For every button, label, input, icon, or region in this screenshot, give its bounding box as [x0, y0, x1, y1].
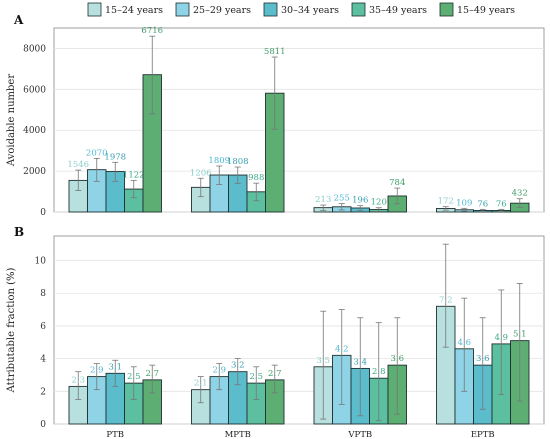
data-label: 2.1	[194, 379, 208, 389]
data-label: 76	[477, 199, 488, 209]
legend-label: 35–49 years	[369, 5, 427, 16]
y-tick-label: 0	[40, 208, 46, 218]
data-label: 1206	[190, 168, 212, 178]
data-label: 196	[352, 196, 368, 206]
data-label: 76	[496, 199, 507, 209]
data-label: 1546	[67, 160, 89, 170]
data-label: 1808	[227, 157, 249, 167]
x-tick-label: EPTB	[471, 430, 495, 439]
data-label: 5811	[264, 47, 286, 57]
legend-label: 15–49 years	[457, 5, 515, 16]
legend-swatch	[263, 2, 278, 17]
data-label: 4.2	[335, 344, 349, 354]
y-tick-label: 2000	[23, 167, 46, 177]
data-label: 3.1	[108, 362, 122, 372]
data-label: 784	[389, 178, 405, 188]
legend-swatch	[439, 2, 454, 17]
data-label: 3.2	[231, 361, 245, 371]
data-label: 2.9	[90, 366, 104, 376]
panel-label: A	[13, 13, 24, 27]
plot-area	[53, 27, 545, 213]
data-label: 432	[512, 189, 528, 199]
data-label: 1978	[104, 152, 126, 162]
legend-label: 30–34 years	[281, 5, 339, 16]
legend-label: 15–24 years	[105, 5, 163, 16]
data-label: 2.7	[268, 369, 282, 379]
data-label: 988	[248, 173, 264, 183]
y-axis-label: Attributable fraction (%)	[6, 268, 17, 394]
x-tick-label: PTB	[106, 430, 124, 439]
data-label: 2.7	[145, 369, 159, 379]
y-axis-label: Avoidable number	[6, 74, 17, 167]
y-tick-label: 2	[40, 387, 46, 397]
data-label: 7.2	[439, 295, 453, 305]
data-label: 2070	[86, 148, 108, 158]
data-label: 6716	[141, 26, 163, 36]
data-label: 5.1	[513, 330, 527, 340]
data-label: 3.6	[476, 354, 490, 364]
y-tick-label: 6000	[23, 85, 46, 95]
x-tick-label: MPTB	[225, 430, 251, 439]
y-tick-label: 4	[40, 355, 46, 365]
data-label: 120	[371, 198, 387, 208]
y-tick-label: 4000	[23, 126, 46, 136]
data-label: 255	[334, 194, 350, 204]
data-label: 3.5	[316, 356, 330, 366]
legend-label: 25–29 years	[193, 5, 251, 16]
data-label: 172	[438, 197, 454, 207]
data-label: 2.5	[127, 372, 141, 382]
panel-label: B	[14, 225, 24, 239]
legend-swatch	[175, 2, 190, 17]
data-label: 3.6	[390, 354, 404, 364]
y-tick-label: 10	[35, 257, 47, 267]
data-label: 1809	[208, 156, 230, 166]
data-label: 2.9	[212, 366, 226, 376]
y-tick-label: 6	[40, 322, 46, 332]
y-tick-label: 8000	[23, 44, 46, 54]
data-label: 3.4	[353, 357, 367, 367]
legend-swatch	[351, 2, 366, 17]
legend-swatch	[87, 2, 102, 17]
data-label: 2.5	[249, 372, 263, 382]
data-label: 109	[456, 198, 472, 208]
data-label: 4.6	[457, 338, 471, 348]
data-label: 2.8	[372, 367, 386, 377]
data-label: 1122	[123, 171, 145, 181]
y-tick-label: 0	[40, 420, 46, 430]
data-label: 2.3	[71, 375, 85, 385]
data-label: 4.9	[494, 333, 508, 343]
x-tick-label: VPTB	[347, 430, 372, 439]
y-tick-label: 8	[40, 289, 46, 299]
data-label: 213	[315, 195, 331, 205]
